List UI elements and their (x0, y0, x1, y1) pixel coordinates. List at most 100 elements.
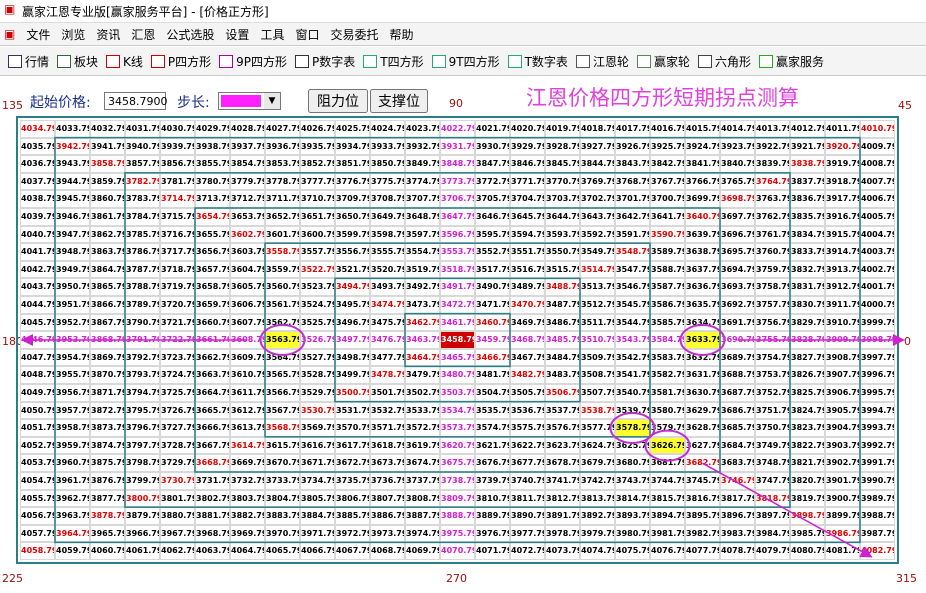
price-cell: 3871.79 (90, 384, 125, 402)
price-square: 4034.79 4033.79 4032.79 4031.79 4030.79 4029.… (20, 120, 895, 560)
toolbar-button[interactable]: 9T四方形 (431, 53, 500, 70)
price-cell: 3648.79 (405, 208, 440, 226)
toolbar-button[interactable]: K线 (106, 53, 143, 70)
price-cell: 3922.79 (755, 137, 790, 156)
menu-item[interactable]: 汇恩 (131, 27, 156, 42)
price-cell: 3846.79 (510, 155, 545, 173)
price-cell: 3474.79 (370, 296, 405, 314)
toolbar-button[interactable]: 赢家服务 (758, 53, 824, 70)
price-cell: 3530.79 (300, 401, 335, 420)
toolbar-button[interactable]: P数字表 (295, 53, 355, 70)
price-cell: 3753.79 (755, 366, 790, 384)
price-cell: 3835.79 (790, 208, 825, 226)
price-cell: 3772.79 (475, 172, 510, 191)
price-cell: 4048.79 (20, 366, 55, 384)
toolbar: 行情 板块 K线 P四方形 9P四方形 P数字表 T四方形 9T四方形 T数字表 江恩轮 赢家轮 六角… (0, 47, 926, 76)
price-cell: 3712.79 (230, 190, 265, 208)
app-icon: ▣ (4, 2, 16, 16)
toolbar-button[interactable]: 江恩轮 (575, 53, 629, 70)
price-cell: 3603.79 (230, 243, 265, 261)
toolbar-button[interactable]: 行情 (8, 53, 49, 70)
price-cell: 3836.79 (790, 190, 825, 208)
menu-item[interactable]: 公式选股 (166, 27, 215, 42)
price-cell: 3546.79 (615, 278, 650, 296)
toolbar-label: 9P四方形 (236, 54, 288, 69)
start-price-input[interactable]: 3458.7900 (104, 92, 168, 110)
price-cell: 3635.79 (685, 296, 720, 314)
price-cell: 3631.79 (685, 366, 720, 384)
toolbar-button[interactable]: 赢家轮 (636, 53, 690, 70)
support-button[interactable]: 支撑位 (370, 89, 428, 113)
price-cell: 3825.79 (790, 384, 825, 402)
toolbar-label: K线 (123, 54, 143, 69)
price-cell: 3997.79 (860, 348, 895, 367)
toolbar-button[interactable]: 板块 (57, 53, 98, 70)
toolbar-icon (219, 54, 234, 68)
price-cell: 3566.79 (265, 384, 300, 402)
menu-item[interactable]: 窗口 (295, 27, 320, 42)
price-cell: 3514.79 (580, 260, 615, 279)
price-cell: 3961.79 (55, 472, 90, 490)
price-cell: 3823.79 (790, 419, 825, 437)
price-cell: 4057.79 (20, 524, 55, 543)
toolbar-icon (431, 54, 446, 68)
toolbar-button[interactable]: P四方形 (150, 53, 211, 70)
step-select[interactable]: ▼ (218, 92, 281, 110)
price-cell: 3582.79 (650, 366, 685, 384)
price-cell: 3626.79 (650, 436, 685, 455)
price-cell: 3756.79 (755, 313, 790, 332)
menu-item[interactable]: 工具 (260, 27, 285, 42)
price-cell: 3532.79 (370, 401, 405, 420)
price-cell: 3732.79 (230, 472, 265, 490)
price-cell: 3873.79 (90, 419, 125, 437)
price-cell: 3694.79 (720, 260, 755, 279)
price-cell: 4010.79 (860, 120, 895, 138)
menu-item[interactable]: 文件 (26, 27, 51, 42)
dropdown-arrow: ▼ (264, 93, 280, 109)
toolbar-label: T数字表 (524, 54, 568, 69)
price-cell: 4005.79 (860, 208, 895, 226)
angle-label: 90 (449, 97, 463, 110)
toolbar-button[interactable]: T数字表 (507, 53, 568, 70)
menu-item[interactable]: 交易委托 (330, 27, 379, 42)
price-cell: 3730.79 (160, 472, 195, 490)
price-cell: 3576.79 (545, 419, 580, 437)
toolbar-button[interactable]: 六角形 (697, 53, 751, 70)
price-cell: 3565.79 (265, 366, 300, 384)
toolbar-button[interactable]: 9P四方形 (219, 53, 287, 70)
price-cell: 3458.79 (440, 331, 475, 349)
toolbar-icon (697, 54, 712, 68)
price-cell: 3572.79 (405, 419, 440, 437)
price-cell: 4064.79 (230, 542, 265, 560)
price-cell: 3511.79 (580, 313, 615, 332)
price-cell: 3848.79 (440, 155, 475, 173)
price-cell: 3788.79 (125, 278, 160, 296)
price-cell: 3724.79 (160, 366, 195, 384)
menu-item[interactable]: 设置 (225, 27, 250, 42)
price-cell: 4045.79 (20, 313, 55, 332)
highlight-ellipse (609, 412, 656, 444)
price-cell: 3958.79 (55, 419, 90, 437)
price-cell: 3856.79 (160, 155, 195, 173)
price-cell: 3951.79 (55, 296, 90, 314)
price-cell: 3817.79 (720, 489, 755, 508)
price-cell: 3750.79 (755, 419, 790, 437)
price-cell: 3636.79 (685, 278, 720, 296)
price-cell: 3728.79 (160, 436, 195, 455)
menu-icon: ▣ (4, 27, 16, 41)
price-cell: 3600.79 (300, 225, 335, 244)
price-cell: 3809.79 (440, 489, 475, 508)
toolbar-button[interactable]: T四方形 (363, 53, 424, 70)
price-cell: 3522.79 (300, 260, 335, 279)
menu-item[interactable]: 浏览 (61, 27, 86, 42)
menu-item[interactable]: 资讯 (96, 27, 121, 42)
price-cell: 3783.79 (125, 190, 160, 208)
price-cell: 3714.79 (160, 190, 195, 208)
price-cell: 3866.79 (90, 296, 125, 314)
resistance-button[interactable]: 阻力位 (308, 89, 368, 113)
price-cell: 3485.79 (545, 331, 580, 349)
price-cell: 3692.79 (720, 296, 755, 314)
menu-item[interactable]: 帮助 (389, 27, 414, 42)
price-cell: 3674.79 (405, 454, 440, 472)
